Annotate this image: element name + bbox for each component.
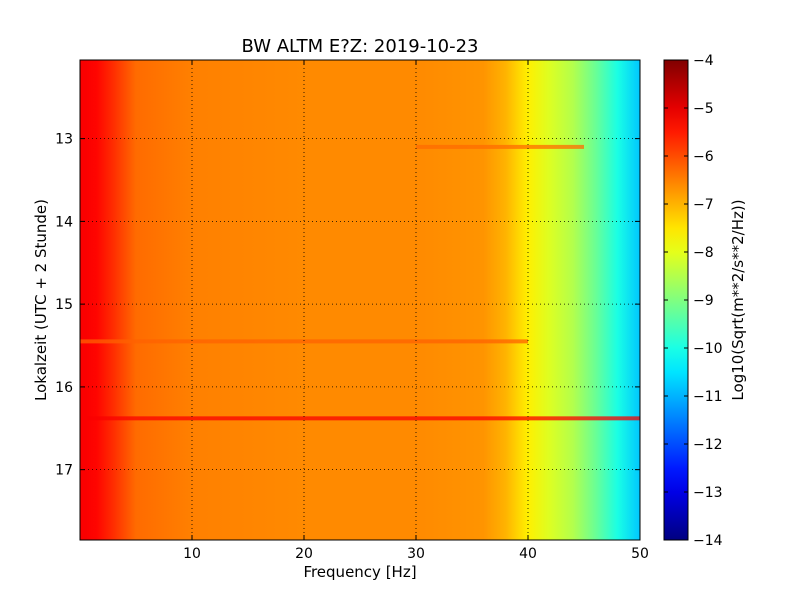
spectrogram-streak	[416, 144, 584, 149]
spectrogram-streaks	[80, 144, 640, 421]
colorbar-tick-label: −6	[693, 149, 714, 165]
colorbar-label: Log10(Sqrt(m**2/s**2/Hz))	[729, 199, 747, 400]
x-tick-label: 30	[407, 546, 425, 562]
plot-area	[80, 60, 640, 540]
x-axis: 10 20 30 40 50	[183, 60, 649, 562]
y-tick-label: 14	[55, 214, 73, 230]
colorbar-tick-label: −8	[693, 245, 714, 261]
x-tick-label: 10	[183, 546, 201, 562]
y-tick-label: 13	[55, 132, 73, 148]
colorbar-tick-label: −11	[693, 389, 723, 405]
colorbar-tick-label: −9	[693, 293, 714, 309]
grid-lines	[80, 60, 640, 540]
x-tick-label: 20	[295, 546, 313, 562]
y-axis: 13 14 15 16 17	[55, 132, 640, 479]
plot-frame	[79, 59, 641, 541]
spectrogram-streak	[80, 339, 528, 344]
chart-title: BW ALTM E?Z: 2019-10-23	[242, 36, 479, 57]
colorbar-tick-label: −13	[693, 485, 723, 501]
colorbar-tick-label: −4	[693, 53, 714, 69]
colorbar: −4 −5 −6 −7 −8 −9 −10 −11 −12 −13 −14 Log10(Sqrt(m…	[663, 53, 747, 549]
x-tick-label: 40	[519, 546, 537, 562]
colorbar-tick-label: −10	[693, 341, 723, 357]
y-tick-label: 17	[55, 463, 73, 479]
colorbar-tick-label: −12	[693, 437, 723, 453]
spectrogram-streak	[80, 416, 640, 421]
colorbar-ticks: −4 −5 −6 −7 −8 −9 −10 −11 −12 −13 −14	[664, 53, 723, 549]
x-axis-label: Frequency [Hz]	[303, 563, 416, 581]
y-axis-label: Lokalzeit (UTC + 2 Stunde)	[32, 199, 50, 401]
colorbar-tick-label: −5	[693, 101, 714, 117]
y-tick-label: 16	[55, 380, 73, 396]
x-tick-label: 50	[631, 546, 649, 562]
spectrogram-image	[80, 60, 640, 540]
y-tick-label: 15	[55, 297, 73, 313]
colorbar-tick-label: −14	[693, 533, 723, 549]
colorbar-tick-label: −7	[693, 197, 714, 213]
